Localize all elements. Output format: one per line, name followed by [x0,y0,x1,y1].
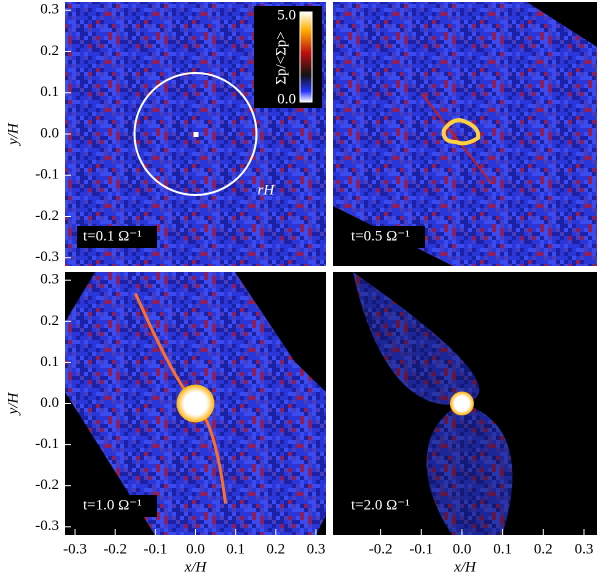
annotation-bg [77,226,157,248]
y-tick-label: 0.0 [40,395,59,411]
x-tick-label: -0.3 [63,541,87,557]
x-axis-label: x/H [453,559,477,575]
circle-label: rH [258,182,276,198]
clump [449,391,474,416]
annotation-bg [345,495,425,517]
y-tick-label: 0.1 [40,354,59,370]
empty-region [527,2,597,47]
y-tick-label: 0.2 [40,43,59,59]
colorbar-max: 5.0 [277,7,296,23]
empty-region [65,272,95,322]
y-axis-label: y/H [5,392,21,417]
y-tick-label: -0.3 [35,249,59,265]
annotation: t=0.5 Ω⁻¹ [351,228,410,244]
clump [441,118,481,146]
planet [193,132,199,137]
empty-region [316,515,326,535]
y-tick-label: 0.3 [40,272,59,288]
streak [421,93,493,185]
colorbar-title: Σp/<Σp> [273,31,289,85]
colorbar-min: 0.0 [277,91,296,107]
colorbar [299,11,313,103]
y-tick-label: -0.3 [35,518,59,534]
panel: t=0.5 Ω⁻¹ [333,2,597,266]
y-tick-label: 0.0 [40,125,59,141]
annotation: t=1.0 Ω⁻¹ [83,497,142,513]
x-tick-label: 0.2 [266,541,285,557]
lobe [426,403,513,535]
x-tick-label: 0.1 [226,541,245,557]
y-tick-label: -0.1 [35,167,59,183]
x-tick-label: -0.2 [369,541,393,557]
x-axis-label: x/H [184,559,208,575]
y-tick-label: 0.2 [40,313,59,329]
annotation: t=2.0 Ω⁻¹ [351,497,410,513]
y-axis-label: y/H [5,122,21,147]
clump [176,384,215,423]
annotation-bg [77,495,157,517]
x-tick-label: 0.3 [307,541,326,557]
density-map [333,2,597,266]
y-tick-label: 0.3 [40,2,59,18]
y-tick-label: -0.1 [35,436,59,452]
x-tick-label: 0.1 [493,541,512,557]
y-tick-label: -0.2 [35,477,59,493]
panel: t=1.0 Ω⁻¹ 0.3 0.2 0.1 0.0 -0.1 -0.2 -0.3-0.3 -0.… [5,272,326,575]
hill-sphere [133,72,258,196]
panel: rH 5.0 0.0 Σp/<Σp> t=0.1 Ω⁻¹ 0.3 0.2 0.1 0.0 -0.1… [5,2,326,266]
x-tick-label: -0.1 [409,541,433,557]
x-tick-label: 0.2 [534,541,553,557]
y-tick-label: 0.1 [40,84,59,100]
panel: t=2.0 Ω⁻¹ -0.2 -0.1 0.0 0.1 0.2 0.3 x/H [333,272,597,575]
x-tick-label: 0.0 [186,541,205,557]
annotation: t=0.1 Ω⁻¹ [83,228,142,244]
empty-region [235,272,326,392]
x-tick-label: -0.2 [103,541,127,557]
x-tick-label: 0.0 [453,541,472,557]
y-tick-label: -0.2 [35,208,59,224]
x-tick-label: 0.3 [575,541,594,557]
x-tick-label: -0.1 [143,541,167,557]
lobe [353,272,480,405]
annotation-bg [345,226,425,248]
